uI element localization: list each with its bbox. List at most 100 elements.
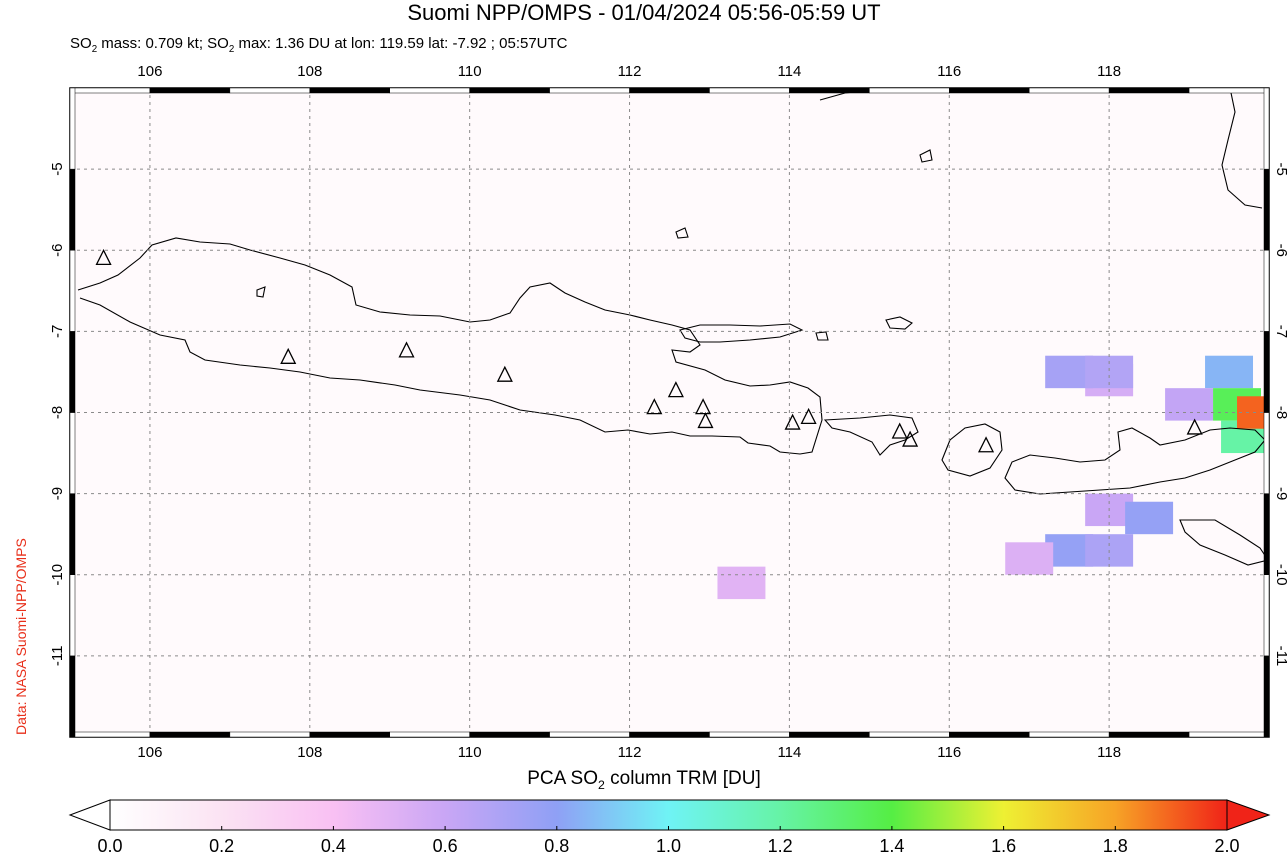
lat-tick-label-left: -5 [49, 162, 66, 175]
frame-bar-bottom [1188, 731, 1270, 738]
frame-bar-top [69, 87, 151, 94]
lon-tick-label-top: 108 [297, 63, 322, 80]
small-island [815, 331, 829, 341]
frame-bar-bottom [949, 731, 1030, 738]
lat-tick-label-left: -7 [49, 325, 66, 338]
map-frame-bars [69, 87, 1270, 738]
lat-tick-label-left: -6 [49, 244, 66, 257]
lat-tick-label-right: -9 [1273, 487, 1288, 500]
so2-cell [1205, 355, 1254, 389]
frame-bar-left [69, 331, 76, 413]
lat-tick-label-left: -8 [49, 406, 66, 419]
frame-bar-left [69, 87, 76, 170]
lat-tick-label-right: -10 [1273, 564, 1288, 586]
colorbar-high-arrow [1226, 799, 1271, 831]
volcano-icon [697, 411, 714, 429]
frame-bar-right [1263, 87, 1270, 170]
sumbawa-coastline [1004, 427, 1266, 495]
so2-cells [717, 355, 1269, 600]
frame-bar-bottom [1028, 731, 1110, 738]
frame-bar-left [69, 168, 76, 251]
frame-bar-bottom [629, 731, 710, 738]
colorbar-tick-label: 1.4 [879, 836, 904, 855]
small-island [675, 227, 689, 239]
colorbar-title: PCA SO2 column TRM [DU] [527, 768, 761, 792]
lon-tick-label-bottom: 112 [618, 744, 642, 761]
frame-bar-top [629, 87, 710, 94]
graticule [70, 88, 1269, 737]
colorbar-tick-label: 2.0 [1214, 836, 1239, 855]
madura-coastline [679, 323, 804, 343]
frame-bar-bottom [789, 731, 870, 738]
frame-bar-left [69, 412, 76, 494]
bali-coastline [823, 414, 919, 456]
colorbar-tick-label: 0.6 [433, 836, 458, 855]
lon-tick-label-top: 106 [137, 63, 162, 80]
frame-bar-top [1108, 87, 1190, 94]
volcano-icon [95, 248, 112, 266]
lombok-coastline [941, 423, 1003, 477]
colorbar-tick-label: 1.8 [1103, 836, 1128, 855]
volcano-icon [667, 381, 684, 398]
small-island [256, 286, 266, 298]
frame-bar-top [1028, 87, 1110, 94]
lon-tick-label-top: 118 [1097, 63, 1121, 80]
frame-bar-right [1263, 168, 1270, 251]
colorbar-tick-label: 1.2 [768, 836, 793, 855]
frame-bar-top [709, 87, 790, 94]
lon-tick-label-top: 116 [937, 63, 961, 80]
lon-tick-label-bottom: 110 [458, 744, 482, 761]
volcano-icon [784, 413, 801, 430]
colorbar-gradient [109, 799, 1228, 831]
lon-tick-label-bottom: 108 [297, 744, 322, 761]
colorbar-tick-label: 0.4 [321, 836, 346, 855]
frame-bar-bottom [309, 731, 390, 738]
frame-bar-top [149, 87, 231, 94]
volcano-icon [496, 365, 513, 382]
colorbar-tick-label: 0.8 [544, 836, 569, 855]
lat-tick-label-left: -9 [49, 487, 66, 500]
volcano-markers [95, 248, 1203, 453]
frame-bar-left [69, 655, 76, 738]
frame-bar-bottom [469, 731, 550, 738]
frame-bar-top [469, 87, 550, 94]
volcano-icon [902, 430, 919, 447]
frame-bar-left [69, 574, 76, 657]
lat-tick-label-left: -10 [49, 564, 66, 586]
volcano-icon [1186, 418, 1203, 435]
frame-bar-left [69, 493, 76, 575]
frame-bar-bottom [69, 731, 151, 738]
volcano-icon [695, 398, 712, 415]
colorbar: 0.0 0.2 0.4 0.6 0.8 1.0 1.2 1.4 1.6 1.8 2.0 [68, 799, 1271, 855]
frame-bar-bottom [869, 731, 950, 738]
frame-bar-top [949, 87, 1030, 94]
frame-bar-right [1263, 493, 1270, 575]
map-title: Suomi NPP/OMPS - 01/04/2024 05:56-05:59 … [407, 0, 881, 25]
frame-bar-bottom [389, 731, 470, 738]
so2-cell [1125, 501, 1174, 535]
frame-bar-top [1188, 87, 1270, 94]
so2-cell [1165, 388, 1214, 421]
lon-tick-label-bottom: 106 [137, 744, 162, 761]
colorbar-tick-label: 1.6 [991, 836, 1016, 855]
frame-bar-right [1263, 331, 1270, 413]
frame-bar-right [1263, 250, 1270, 332]
frame-bar-top [309, 87, 390, 94]
colorbar-tick-label: 0.2 [209, 836, 234, 855]
frame-bar-top [389, 87, 470, 94]
frame-bar-bottom [1108, 731, 1190, 738]
axis-tick-labels: 106 106 108 108 110 110 112 112 114 114 116 116 118 1… [49, 63, 1288, 761]
volcano-icon [891, 422, 908, 439]
frame-bar-right [1263, 574, 1270, 657]
volcano-icon [977, 436, 995, 453]
lat-tick-label-right: -6 [1273, 244, 1288, 257]
colorbar-tick-label: 1.0 [656, 836, 681, 855]
frame-bar-top [549, 87, 630, 94]
lon-tick-label-bottom: 114 [777, 744, 801, 761]
lat-tick-label-left: -11 [49, 646, 66, 667]
volcano-icon [646, 398, 663, 415]
frame-bar-top [229, 87, 311, 94]
lat-tick-label-right: -5 [1273, 162, 1288, 175]
lat-tick-label-right: -8 [1273, 406, 1288, 419]
lon-tick-label-top: 110 [458, 63, 482, 80]
